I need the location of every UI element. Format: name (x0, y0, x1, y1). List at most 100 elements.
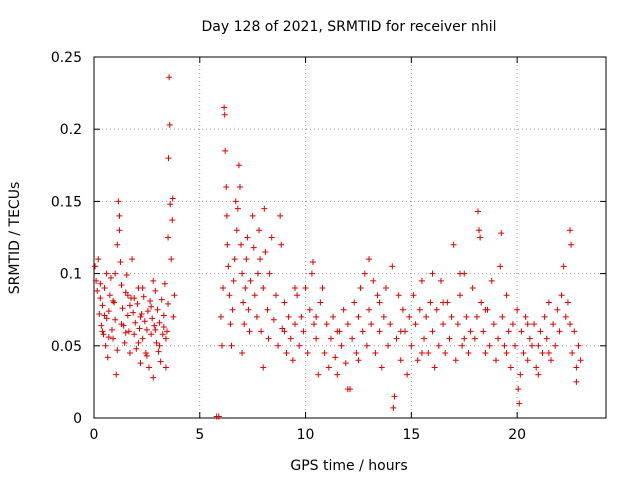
data-point (516, 400, 523, 407)
data-point (302, 285, 309, 292)
data-point (368, 321, 375, 328)
data-point (550, 321, 557, 328)
data-point (287, 335, 294, 342)
data-point (366, 306, 373, 313)
data-point (501, 342, 508, 349)
data-point (319, 285, 326, 292)
data-point (226, 292, 233, 299)
data-point (266, 270, 273, 277)
data-point (244, 234, 251, 241)
data-point (247, 277, 254, 284)
data-point (476, 227, 483, 234)
data-point (374, 292, 381, 299)
data-point (564, 299, 571, 306)
data-point (156, 342, 163, 349)
data-point (113, 371, 120, 378)
data-point (300, 328, 307, 335)
data-point (568, 241, 575, 248)
data-point (236, 183, 243, 190)
data-point (499, 313, 506, 320)
data-point (246, 328, 253, 335)
data-point (152, 287, 159, 294)
data-point (170, 313, 177, 320)
data-point (235, 162, 242, 169)
data-point (569, 350, 576, 357)
data-point (230, 277, 237, 284)
data-point (100, 331, 107, 338)
data-point (161, 280, 168, 287)
data-point (418, 277, 425, 284)
data-point (389, 263, 396, 270)
data-point (446, 335, 453, 342)
data-point (160, 324, 167, 331)
data-point (515, 386, 522, 393)
data-point (482, 350, 489, 357)
data-point (344, 321, 351, 328)
data-point (137, 360, 144, 367)
data-point (143, 352, 150, 359)
data-point (457, 270, 464, 277)
data-point (163, 328, 170, 335)
data-point (518, 328, 525, 335)
data-point (349, 335, 356, 342)
data-point (391, 393, 398, 400)
data-point (148, 303, 155, 310)
data-point (126, 350, 133, 357)
data-point (257, 256, 264, 263)
y-tick-label: 0.2 (60, 122, 82, 138)
data-point (344, 386, 351, 393)
data-point (130, 309, 137, 316)
data-point (475, 208, 481, 215)
data-point (524, 321, 531, 328)
data-point (355, 313, 362, 320)
data-points (92, 74, 584, 420)
data-point (495, 335, 502, 342)
data-point (524, 357, 531, 364)
data-point (437, 277, 444, 284)
data-point (219, 342, 225, 349)
data-point (102, 342, 109, 349)
data-point (232, 198, 239, 205)
data-point (168, 256, 175, 263)
data-point (116, 212, 123, 219)
data-point (133, 345, 140, 352)
data-point (238, 241, 245, 248)
data-point (148, 331, 155, 338)
data-point (103, 270, 110, 277)
data-point (239, 350, 246, 357)
data-point (110, 335, 117, 342)
data-point (125, 328, 132, 335)
data-point (123, 272, 130, 279)
data-point (294, 292, 301, 299)
data-point (141, 318, 148, 325)
data-point (143, 326, 150, 333)
data-point (158, 296, 165, 303)
data-point (144, 308, 151, 315)
data-point (503, 350, 510, 357)
data-point (425, 350, 432, 357)
data-point (325, 364, 332, 371)
data-point (254, 270, 261, 277)
data-point (412, 321, 419, 328)
data-point (334, 328, 341, 335)
data-point (126, 302, 133, 309)
y-tick-label: 0 (73, 411, 82, 427)
data-point (498, 230, 505, 237)
data-point (571, 328, 578, 335)
data-point (482, 306, 489, 313)
data-point (492, 357, 499, 364)
data-point (471, 335, 478, 342)
data-point (223, 212, 230, 219)
data-point (547, 357, 554, 364)
data-point (535, 371, 542, 378)
data-point (440, 321, 447, 328)
data-point (169, 217, 176, 224)
data-point (296, 342, 303, 349)
data-point (311, 321, 318, 328)
data-point (289, 357, 296, 364)
data-point (116, 227, 123, 234)
data-point (118, 321, 125, 328)
data-point (385, 342, 392, 349)
data-point (556, 328, 563, 335)
data-point (509, 321, 516, 328)
